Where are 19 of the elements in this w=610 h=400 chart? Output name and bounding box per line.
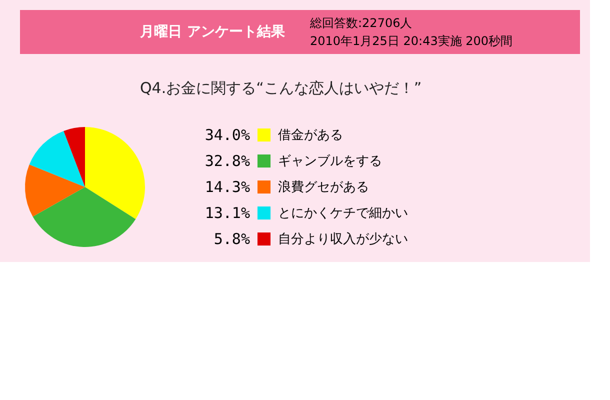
legend-label: とにかくケチで細かい	[278, 206, 408, 221]
legend-label: 浪費グセがある	[278, 179, 369, 195]
legend-label: ギャンブルをする	[278, 154, 382, 169]
text: 2010年1月25日 20:43実施 200秒間	[310, 34, 513, 48]
data-label: 32.8%	[204, 152, 250, 170]
data-label: 13.1%	[204, 204, 250, 222]
data-label: 14.3%	[204, 178, 250, 196]
pie-slice	[29, 130, 85, 187]
data-label: 34.0%	[204, 126, 250, 144]
legend-label: 自分より収入が少ない	[278, 232, 408, 247]
chart-subtitle: Q4.お金に関する“こんな恋人はいやだ！”	[140, 79, 422, 97]
legend-label: 借金がある	[278, 128, 343, 143]
chart-title: 月曜日 アンケート結果	[139, 24, 286, 40]
data-label: 5.8%	[214, 230, 250, 248]
pie-slice	[32, 187, 136, 247]
pie-slice	[25, 164, 85, 217]
pie-slice	[64, 127, 85, 187]
pie-slice	[85, 127, 145, 220]
text: 総回答数:22706人	[309, 16, 412, 30]
